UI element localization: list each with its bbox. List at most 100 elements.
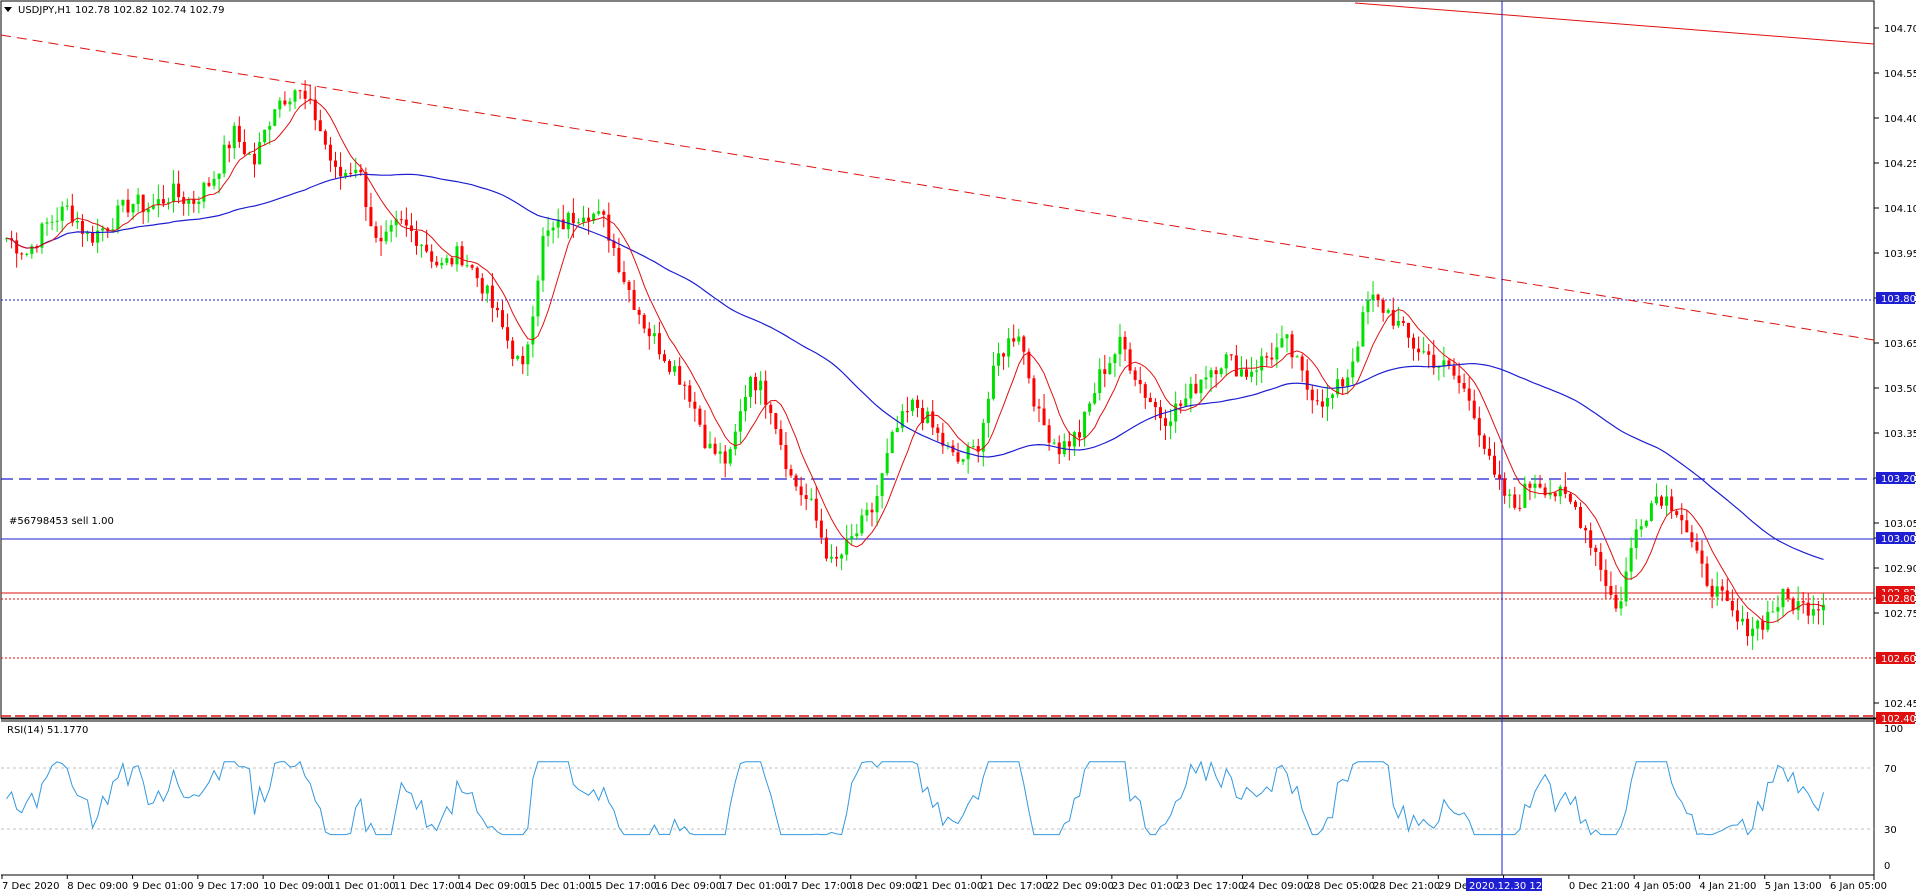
candle-body — [541, 235, 545, 281]
candle-body — [880, 473, 884, 496]
candle-body — [409, 225, 413, 232]
time-tick-label: 17 Dec 01:00 — [720, 881, 787, 892]
candle-body — [1331, 394, 1335, 398]
candle-body — [1695, 542, 1699, 551]
candle-body — [1305, 370, 1309, 390]
candle-body — [1619, 601, 1623, 609]
candle-body — [1401, 320, 1405, 323]
candle-body — [516, 355, 520, 359]
candle-body — [1472, 400, 1476, 419]
candle-body — [1007, 338, 1011, 357]
rsi-tick-label: 0 — [1884, 861, 1890, 872]
rsi-line — [6, 760, 1824, 836]
candle-body — [1128, 349, 1132, 371]
candle-body — [819, 520, 823, 538]
candle-body — [602, 211, 606, 215]
candle-body — [136, 194, 140, 204]
time-tick-label: 11 Dec 01:00 — [328, 881, 395, 892]
candle-body — [20, 253, 24, 255]
candle-body — [217, 173, 221, 179]
candle-body — [607, 214, 611, 241]
candle-body — [905, 411, 909, 413]
candle-body — [951, 445, 955, 453]
candle-body — [161, 199, 165, 204]
time-tick-label: 15 Dec 17:00 — [590, 881, 657, 892]
candle-body — [1665, 496, 1669, 506]
candle-body — [55, 220, 59, 222]
price-tick-label: 104.70 — [1884, 24, 1916, 35]
candle-body — [916, 399, 920, 408]
candle-body — [1341, 379, 1345, 387]
candle-body — [1356, 346, 1360, 362]
price-tag — [1876, 532, 1915, 544]
candle-body — [96, 230, 100, 243]
candle-body — [622, 272, 626, 282]
candle-body — [1680, 515, 1684, 521]
candle-body — [860, 515, 864, 534]
candle-body — [1113, 354, 1117, 364]
candle-body — [1295, 356, 1299, 358]
candle-body — [561, 219, 565, 230]
candle-body — [1654, 496, 1658, 504]
trendline-dashed-red[interactable] — [0, 34, 1875, 341]
candle-body — [1462, 382, 1466, 389]
candle-body — [870, 509, 874, 513]
candle-body — [1310, 389, 1314, 401]
candle-body — [1513, 494, 1517, 508]
candle-body — [926, 411, 930, 423]
candle-body — [1543, 487, 1547, 496]
candle-body — [399, 219, 403, 221]
candle-body — [1735, 610, 1739, 622]
candle-body — [1138, 379, 1142, 385]
candle-body — [15, 240, 19, 254]
candle-body — [1270, 357, 1274, 360]
candle-body — [1791, 598, 1795, 611]
time-tick-label: 11 Dec 17:00 — [394, 881, 461, 892]
triangle-down-icon[interactable] — [4, 7, 12, 12]
candle-body — [1447, 360, 1451, 366]
candle-body — [374, 226, 378, 238]
time-tick-label: 28 Dec 21:00 — [1373, 881, 1440, 892]
candle-body — [1184, 398, 1188, 406]
candle-body — [1255, 370, 1259, 372]
time-axis: 7 Dec 2020 8 Dec 09:00 9 Dec 01:00 9 Dec 17… — [1, 875, 1887, 892]
candle-body — [910, 399, 914, 412]
trendline-solid-red[interactable] — [1354, 2, 1875, 45]
candle-body — [268, 125, 272, 130]
candle-body — [1250, 371, 1254, 377]
time-highlight-label: 2020.12.30 12:00 — [1469, 881, 1558, 892]
candle-body — [172, 183, 176, 203]
candle-body — [865, 509, 869, 516]
price-tag — [1876, 712, 1915, 724]
price-tick-label: 102.45 — [1884, 699, 1916, 710]
candle-body — [1796, 601, 1800, 611]
price-tick-label: 102.75 — [1884, 609, 1916, 620]
candle-body — [1325, 397, 1329, 407]
candle-body — [678, 366, 682, 385]
candle-body — [1579, 506, 1583, 528]
time-tick-label: 21 Dec 01:00 — [916, 881, 983, 892]
candle-body — [551, 227, 555, 231]
candle-body — [359, 169, 363, 173]
candle-body — [202, 182, 206, 202]
candle-body — [1700, 550, 1704, 564]
candle-body — [80, 220, 84, 234]
candle-body — [425, 244, 429, 252]
candle-body — [1614, 594, 1618, 609]
candle-body — [420, 244, 424, 246]
candle-body — [1067, 441, 1071, 447]
candle-body — [1072, 432, 1076, 447]
candle-body — [546, 230, 550, 236]
candle-body — [1508, 494, 1512, 496]
candle-body — [394, 219, 398, 226]
candle-body — [151, 205, 155, 209]
candle-body — [921, 407, 925, 423]
candle-body — [1412, 337, 1416, 349]
candle-body — [1776, 607, 1780, 612]
candle-body — [794, 475, 798, 487]
candle-body — [1649, 503, 1653, 521]
candle-body — [364, 172, 368, 208]
candle-body — [1199, 379, 1203, 394]
price-axis: 104.70 104.55 104.40 104.25 104.10 103.95 103.… — [1874, 24, 1916, 725]
